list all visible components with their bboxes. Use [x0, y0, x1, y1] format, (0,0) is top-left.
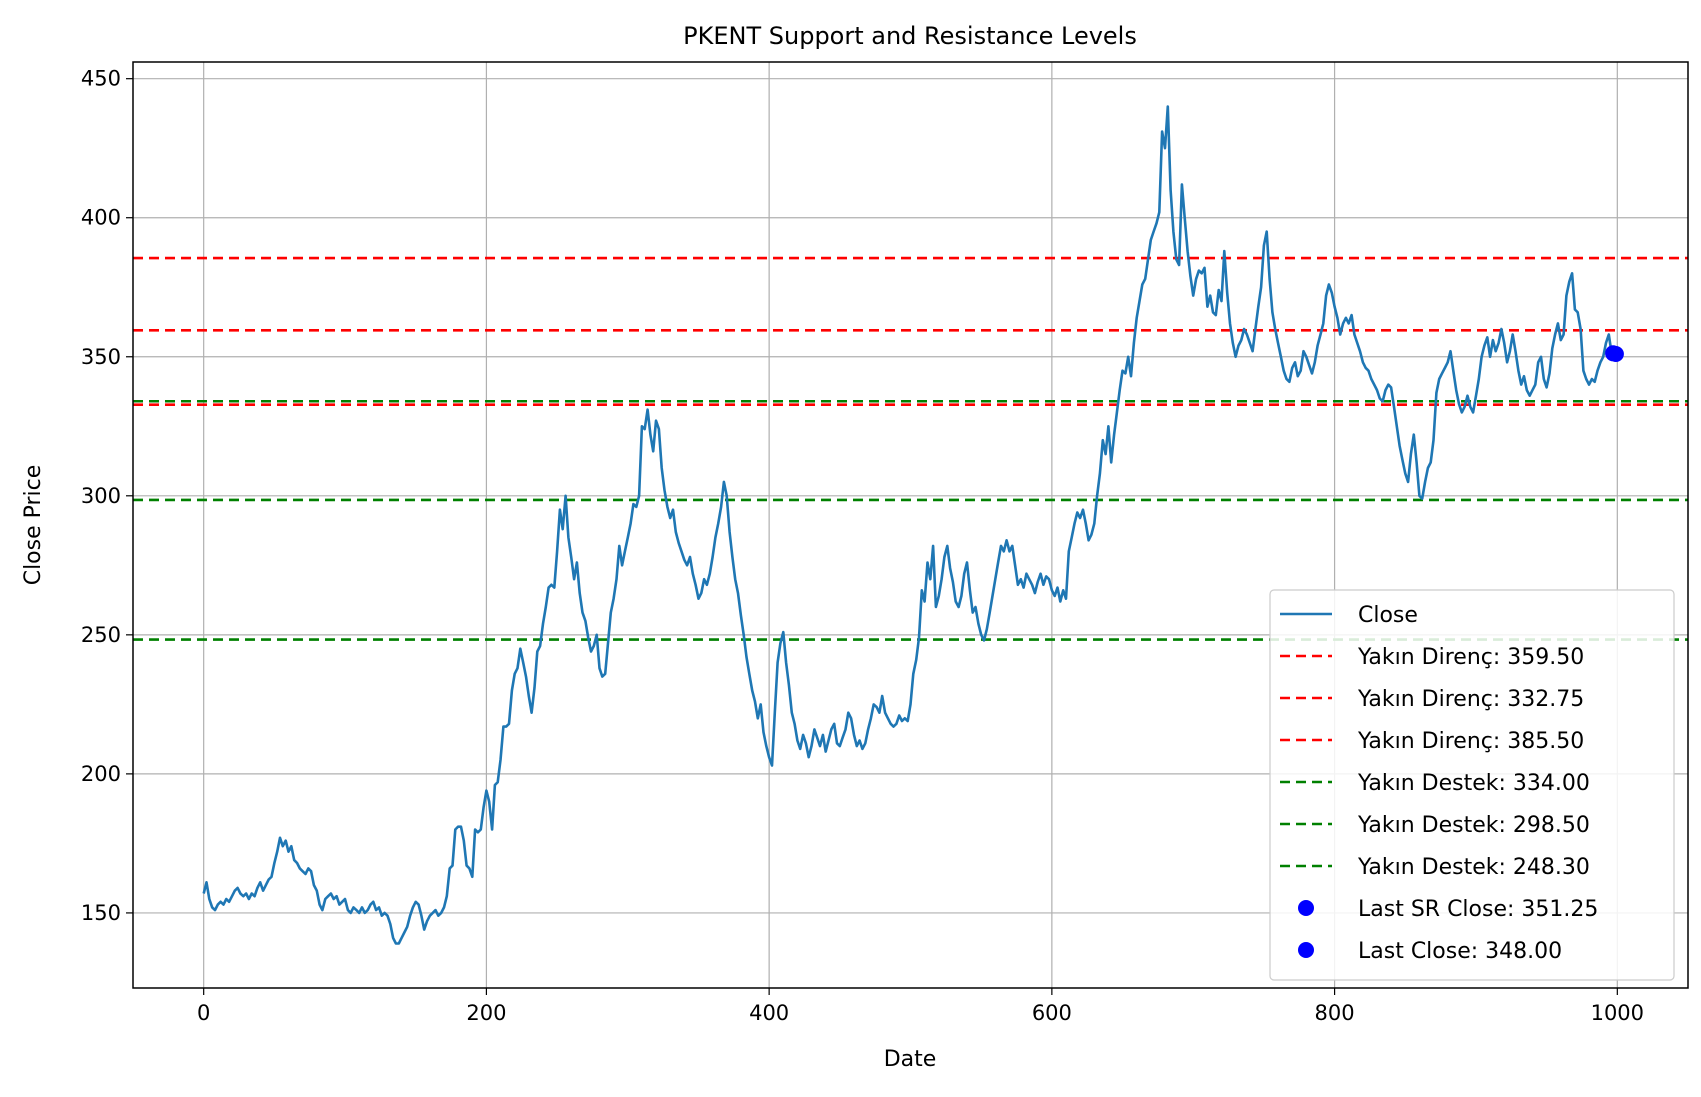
support-resistance-lines [133, 256, 1688, 641]
chart-title: PKENT Support and Resistance Levels [683, 22, 1137, 50]
legend-label: Yakın Direnç: 359.50 [1357, 645, 1584, 670]
last-close-point [1607, 345, 1624, 362]
legend-label: Last SR Close: 351.25 [1358, 897, 1598, 922]
legend-label: Close [1358, 603, 1418, 628]
legend-box [1269, 589, 1675, 981]
y-axis-ticks: 150 200 250 300 350 400 450 [81, 67, 133, 925]
y-tick-label: 150 [81, 901, 121, 925]
x-tick-label: 1000 [1591, 1001, 1644, 1025]
y-tick-label: 450 [81, 67, 121, 91]
legend-label: Yakın Direnç: 332.75 [1357, 687, 1584, 712]
x-tick-label: 400 [749, 1001, 789, 1025]
legend-label: Yakın Destek: 248.30 [1357, 855, 1590, 880]
y-axis-label: Close Price [21, 465, 46, 586]
close-series [202, 105, 1616, 945]
y-tick-label: 250 [81, 623, 121, 647]
chart-legend: Close Yakın Direnç: 359.50 Yakın Direnç: 3… [1269, 589, 1675, 981]
x-axis-label: Date [884, 1047, 937, 1072]
x-axis-ticks: 0 200 400 600 800 1000 [197, 988, 1644, 1025]
legend-label: Yakın Destek: 298.50 [1357, 813, 1590, 838]
x-tick-label: 200 [466, 1001, 506, 1025]
plot-frame [132, 61, 1689, 989]
legend-label: Yakın Destek: 334.00 [1357, 771, 1590, 796]
legend-label: Last Close: 348.00 [1358, 939, 1562, 964]
y-tick-label: 400 [81, 206, 121, 230]
grid-lines [133, 62, 1688, 988]
y-tick-label: 350 [81, 345, 121, 369]
y-tick-label: 200 [81, 762, 121, 786]
x-tick-label: 0 [197, 1001, 210, 1025]
x-tick-label: 800 [1315, 1001, 1355, 1025]
legend-swatch [1298, 942, 1314, 958]
y-tick-label: 300 [81, 484, 121, 508]
legend-swatch [1298, 900, 1314, 916]
legend-label: Yakın Direnç: 385.50 [1357, 729, 1584, 754]
x-tick-label: 600 [1032, 1001, 1072, 1025]
last-close-markers [1605, 345, 1624, 362]
close-price-line [202, 105, 1616, 945]
